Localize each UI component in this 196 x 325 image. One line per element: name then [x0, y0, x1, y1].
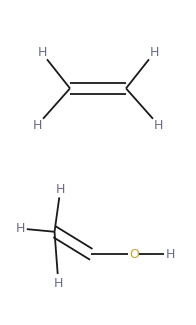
Text: H: H [37, 46, 47, 59]
Text: H: H [56, 183, 65, 196]
Text: H: H [54, 277, 63, 290]
Text: H: H [166, 248, 175, 261]
Text: H: H [149, 46, 159, 59]
Text: H: H [16, 222, 25, 235]
Text: H: H [33, 119, 42, 132]
Text: O: O [129, 248, 139, 261]
Text: H: H [154, 119, 163, 132]
